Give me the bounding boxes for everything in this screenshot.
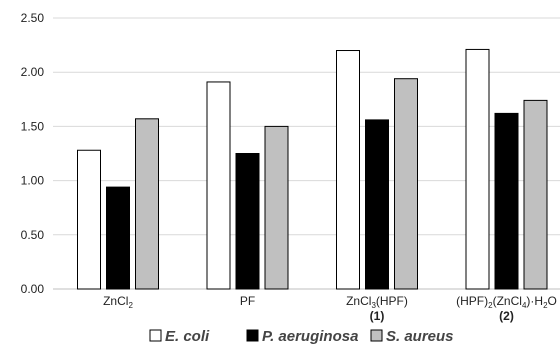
legend-swatch: [149, 329, 162, 342]
bar-hpf2zncl4-0: [465, 48, 490, 290]
x-axis-labels: ZnCl2 PF ZnCl3(HPF)(1) (HPF)2(ZnCl4)·H2O(2): [103, 294, 557, 323]
legend: E. coli P. aeruginosa S. aureus: [149, 328, 454, 345]
y-tick-label: 1.50: [21, 119, 45, 133]
bar-zncl3hpf-1: [365, 119, 389, 290]
bars: [77, 48, 548, 290]
bar-pf-1: [235, 153, 260, 290]
legend-label: P. aeruginosa: [262, 328, 358, 345]
bar-zncl2-0: [77, 149, 101, 290]
bar-pf-0: [206, 81, 231, 290]
x-category-label: PF: [240, 294, 255, 308]
legend-label: S. aureus: [386, 328, 454, 345]
legend-swatch: [370, 329, 383, 342]
legend-swatch: [246, 329, 259, 342]
y-tick-label: 1.00: [21, 174, 45, 188]
bar-zncl3hpf-0: [336, 50, 360, 290]
y-tick-label: 0.50: [21, 228, 45, 242]
x-category-label: ZnCl3(HPF): [346, 294, 408, 310]
bar-zncl3hpf-2: [394, 78, 418, 290]
x-category-label: ZnCl2: [103, 294, 133, 310]
x-category-number: (1): [370, 309, 385, 323]
bar-hpf2zncl4-2: [523, 99, 548, 290]
bar-zncl2-2: [135, 118, 159, 290]
x-category-label: (HPF)2(ZnCl4)·H2O: [456, 294, 557, 310]
y-tick-label: 2.50: [21, 11, 45, 25]
bar-pf-2: [264, 125, 289, 290]
axes: 0.00 0.50 1.00 1.50 2.00 2.50: [21, 11, 560, 296]
legend-label: E. coli: [165, 328, 210, 345]
x-category-number: (2): [499, 309, 514, 323]
bar-zncl2-1: [106, 186, 130, 290]
y-tick-label: 2.00: [21, 65, 45, 79]
y-tick-label: 0.00: [21, 282, 45, 296]
bar-hpf2zncl4-1: [494, 112, 519, 290]
